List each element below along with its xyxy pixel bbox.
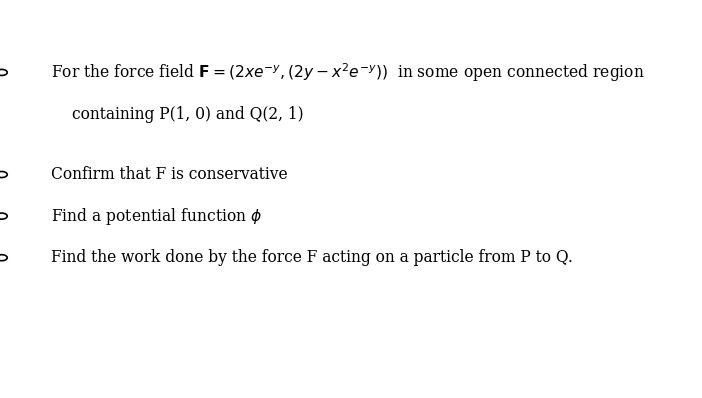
- Text: Find the work done by the force F acting on a particle from P to Q.: Find the work done by the force F acting…: [51, 249, 574, 266]
- Text: For the force field $\mathbf{F} = (2xe^{-y}, (2y - x^2e^{-y}))$  in some open co: For the force field $\mathbf{F} = (2xe^{…: [51, 61, 645, 84]
- Text: Confirm that F is conservative: Confirm that F is conservative: [51, 166, 288, 183]
- Text: Find a potential function $\phi$: Find a potential function $\phi$: [51, 206, 263, 226]
- Text: containing P(1, 0) and Q(2, 1): containing P(1, 0) and Q(2, 1): [72, 105, 303, 123]
